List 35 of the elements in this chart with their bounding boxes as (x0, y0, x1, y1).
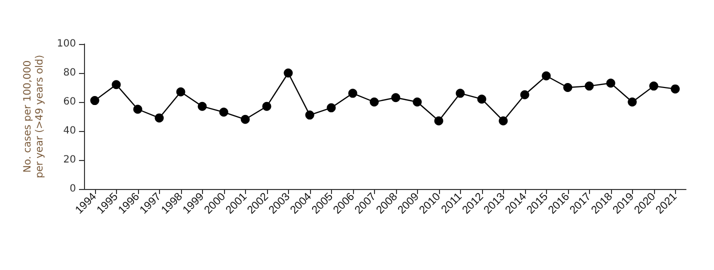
y-tick-label: 60 (63, 96, 76, 108)
point (370, 98, 379, 106)
point (112, 80, 121, 90)
y-tick-label: 20 (63, 154, 76, 166)
point (606, 78, 616, 88)
point (498, 116, 508, 126)
point (434, 116, 444, 126)
point (176, 87, 186, 96)
point (477, 94, 486, 104)
y-tick-label: 100 (56, 38, 76, 50)
y-tick-label: 40 (63, 126, 76, 136)
y-axis-title: No. cases per 100,000 per year (>49 years old) (22, 54, 46, 178)
point (520, 90, 530, 100)
point (198, 102, 207, 111)
point (154, 113, 164, 122)
point (133, 104, 142, 114)
point (240, 114, 250, 124)
point (412, 98, 422, 106)
point (348, 88, 358, 98)
y-tick-label: 0 (70, 184, 76, 194)
point (219, 108, 228, 117)
point (456, 88, 465, 98)
point (262, 102, 272, 111)
point (305, 110, 314, 120)
point (542, 71, 551, 80)
point (670, 84, 680, 94)
point (649, 82, 658, 91)
y-tick-label: 80 (63, 68, 76, 78)
point (391, 93, 400, 102)
point (628, 98, 637, 106)
point (326, 103, 336, 112)
point (584, 82, 594, 91)
point (284, 68, 293, 78)
point (90, 96, 100, 106)
point (563, 83, 572, 92)
